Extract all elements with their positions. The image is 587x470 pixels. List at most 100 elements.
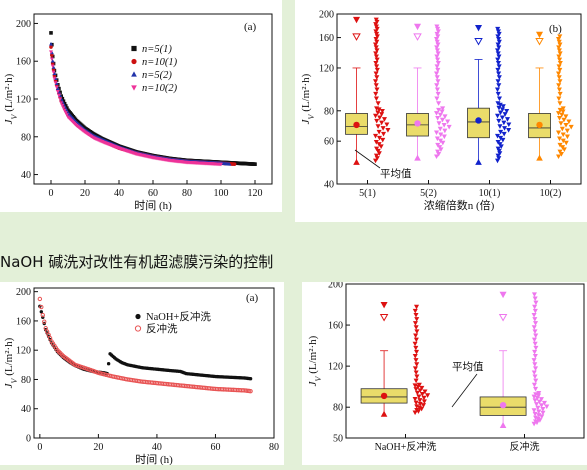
distribution-point xyxy=(532,374,538,380)
distribution-point xyxy=(496,118,502,124)
distribution-point xyxy=(535,416,541,422)
mean-marker xyxy=(499,401,507,409)
distribution-point xyxy=(557,79,563,84)
panel-label: (a) xyxy=(246,292,259,304)
distribution-point xyxy=(557,57,563,63)
legend-label: 反冲洗 xyxy=(146,322,178,335)
data-point xyxy=(60,96,65,101)
distribution-point xyxy=(413,400,419,406)
mean-marker xyxy=(475,117,482,124)
distribution-point xyxy=(435,34,441,40)
data-point xyxy=(61,99,66,104)
distribution-point xyxy=(506,127,512,133)
distribution-point xyxy=(563,114,569,119)
data-point xyxy=(63,111,68,115)
distribution-point xyxy=(544,404,550,410)
distribution-point xyxy=(499,107,506,112)
distribution-point xyxy=(557,34,563,40)
flux-time-chart-top: 0 20 40 60 80 100 120 40 80 120 160 200 时间 (h) JV (L/… xyxy=(3,13,273,212)
distribution-point xyxy=(494,113,501,119)
distribution-point xyxy=(414,374,420,380)
distribution-point xyxy=(555,71,562,77)
distribution-point xyxy=(495,60,501,66)
legend-label: n=10(1) xyxy=(142,57,178,68)
annotation-arrow xyxy=(354,149,381,169)
distribution-point xyxy=(374,48,380,53)
distribution-point xyxy=(438,132,444,138)
distribution-point xyxy=(496,75,502,80)
distribution-point xyxy=(412,354,418,359)
distribution-point xyxy=(500,104,506,109)
distribution-point xyxy=(372,133,379,139)
distribution-point xyxy=(435,79,441,84)
distribution-point xyxy=(495,140,501,145)
x-tick-label: 10(1) xyxy=(479,188,501,199)
distribution-point xyxy=(496,31,502,37)
distribution-point xyxy=(373,71,379,77)
y-tick-label: 80 xyxy=(21,132,31,143)
min-marker xyxy=(353,158,360,165)
distribution-point xyxy=(496,83,502,88)
distribution-point xyxy=(413,370,419,376)
distribution-point xyxy=(556,75,562,80)
distribution-point xyxy=(373,91,379,97)
distribution-point xyxy=(416,394,422,400)
y-tick-label: 120 xyxy=(328,362,343,373)
distribution-point xyxy=(555,130,562,136)
distribution-point xyxy=(434,48,440,53)
distribution-point xyxy=(502,112,508,117)
y-tick-label: 50 xyxy=(333,434,343,445)
distribution-point xyxy=(533,386,539,392)
distribution-point xyxy=(414,408,420,413)
distribution-point xyxy=(433,71,440,77)
max-marker xyxy=(475,24,483,32)
distribution-point xyxy=(496,54,502,60)
distribution-point xyxy=(442,114,448,119)
distribution-point xyxy=(372,113,379,119)
distribution-point xyxy=(496,37,502,42)
distribution-point xyxy=(535,405,541,411)
distribution-point xyxy=(532,411,538,417)
y-tick-label: 200 xyxy=(16,287,31,298)
distribution-point xyxy=(372,79,379,84)
distribution-point xyxy=(533,419,539,424)
distribution-point xyxy=(374,57,380,63)
distribution-point xyxy=(421,399,427,405)
distribution-point xyxy=(495,91,501,97)
data-point xyxy=(232,162,237,166)
distribution-point xyxy=(373,83,379,88)
y-tick-label: 160 xyxy=(16,316,31,327)
distribution-point xyxy=(373,54,379,60)
distribution-point xyxy=(498,129,504,135)
x-tick-label: NaOH+反冲洗 xyxy=(375,440,437,453)
y-axis-label: JV (L/m²·h) xyxy=(307,335,323,386)
distribution-point xyxy=(496,71,502,77)
distribution-point xyxy=(435,67,441,73)
distribution-point xyxy=(439,109,445,115)
distribution-point xyxy=(412,383,418,388)
distribution-point xyxy=(495,79,501,84)
distribution-point xyxy=(414,317,420,322)
panel-label: (a) xyxy=(244,21,257,33)
annotation-label: 平均值 xyxy=(380,167,412,180)
data-point xyxy=(51,65,56,69)
distribution-point xyxy=(497,124,503,129)
data-point xyxy=(62,108,67,113)
x-tick-label: 80 xyxy=(269,442,279,453)
outlier-marker xyxy=(379,313,389,322)
distribution-point xyxy=(413,378,419,384)
distribution-point xyxy=(374,31,380,37)
panel-label: (b) xyxy=(549,23,562,35)
distribution-point xyxy=(376,135,383,141)
distribution-point xyxy=(533,321,539,326)
x-tick-label: 反冲洗 xyxy=(510,440,540,453)
data-point xyxy=(64,113,69,117)
y-tick-label: 160 xyxy=(319,33,334,44)
distribution-point xyxy=(531,292,537,298)
distribution-point xyxy=(374,146,380,152)
x-tick-label: 5(2) xyxy=(420,188,437,199)
distribution-point xyxy=(433,111,440,116)
distribution-point xyxy=(437,112,443,118)
distribution-point xyxy=(533,415,539,421)
data-point xyxy=(37,296,43,302)
